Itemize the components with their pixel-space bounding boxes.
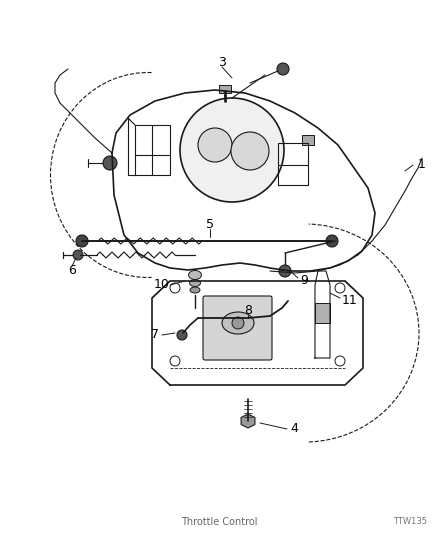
Ellipse shape — [190, 279, 201, 287]
Circle shape — [335, 356, 345, 366]
Text: 10: 10 — [154, 279, 170, 292]
Text: 6: 6 — [68, 264, 76, 278]
Text: 8: 8 — [244, 304, 252, 318]
Ellipse shape — [222, 312, 254, 334]
Text: 9: 9 — [300, 274, 308, 287]
Circle shape — [73, 250, 83, 260]
Circle shape — [232, 317, 244, 329]
Text: 5: 5 — [206, 219, 214, 231]
Circle shape — [103, 156, 117, 170]
Bar — [219, 85, 231, 93]
Circle shape — [277, 63, 289, 75]
Circle shape — [170, 283, 180, 293]
Circle shape — [335, 283, 345, 293]
Circle shape — [180, 98, 284, 202]
Bar — [315, 303, 330, 323]
Circle shape — [198, 128, 232, 162]
FancyBboxPatch shape — [203, 296, 272, 360]
Ellipse shape — [188, 271, 201, 279]
Bar — [302, 135, 314, 145]
Ellipse shape — [190, 287, 200, 293]
Text: Throttle Control: Throttle Control — [181, 517, 257, 527]
Circle shape — [231, 132, 269, 170]
Text: 3: 3 — [218, 56, 226, 69]
Circle shape — [279, 265, 291, 277]
Text: 7: 7 — [151, 328, 159, 342]
Text: TTW135: TTW135 — [393, 518, 427, 527]
Circle shape — [170, 356, 180, 366]
Circle shape — [76, 235, 88, 247]
Circle shape — [326, 235, 338, 247]
Text: 1: 1 — [418, 158, 426, 172]
Polygon shape — [241, 414, 255, 428]
Text: 11: 11 — [342, 295, 358, 308]
Text: 4: 4 — [290, 423, 298, 435]
Circle shape — [177, 330, 187, 340]
